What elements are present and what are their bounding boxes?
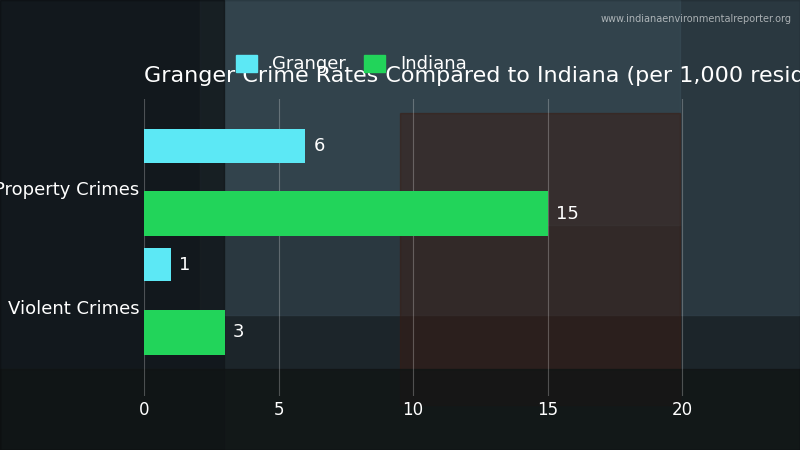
Bar xyxy=(144,191,548,236)
Bar xyxy=(400,112,680,405)
Bar xyxy=(0,0,224,450)
Text: 1: 1 xyxy=(179,256,190,274)
Bar xyxy=(0,369,800,450)
Text: 6: 6 xyxy=(314,137,325,155)
Bar xyxy=(200,0,800,315)
Text: 3: 3 xyxy=(233,324,244,342)
Text: 15: 15 xyxy=(556,205,578,223)
Legend: Granger, Indiana: Granger, Indiana xyxy=(236,54,466,73)
Text: www.indianaenvironmentalreporter.org: www.indianaenvironmentalreporter.org xyxy=(601,14,792,23)
Bar xyxy=(144,310,225,355)
Bar xyxy=(144,248,171,281)
Text: Granger Crime Rates Compared to Indiana (per 1,000 residents): Granger Crime Rates Compared to Indiana … xyxy=(144,66,800,86)
Bar xyxy=(144,129,306,162)
Bar xyxy=(200,0,680,225)
